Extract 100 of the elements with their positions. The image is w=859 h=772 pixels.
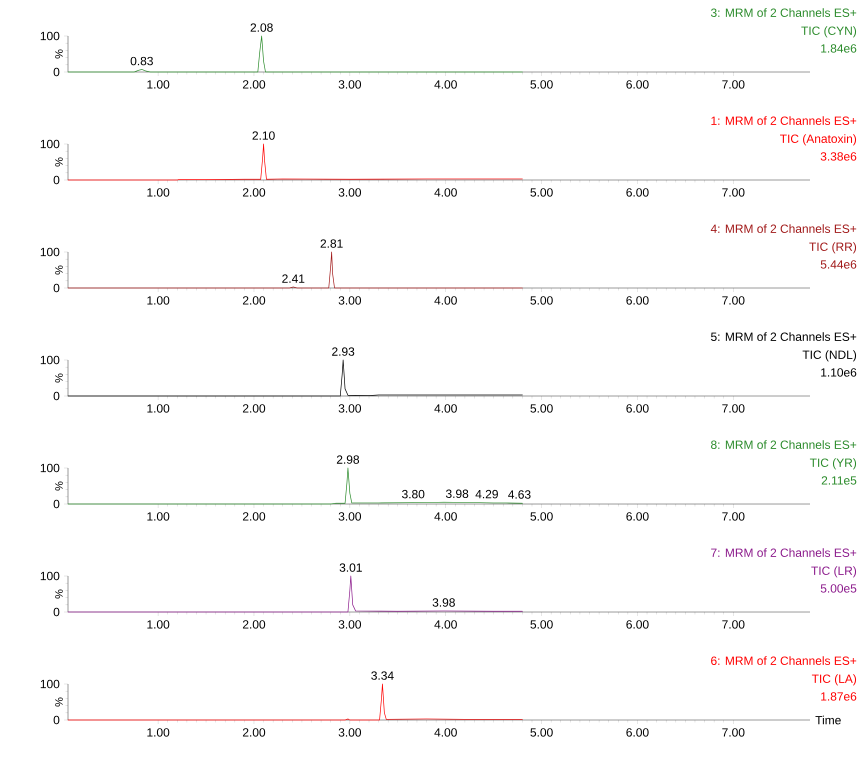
- chart-subtitle: TIC (LR): [811, 566, 856, 578]
- x-tick-label: 5.00: [530, 512, 553, 521]
- x-tick-label: 7.00: [722, 620, 744, 629]
- y-tick-label: 100: [40, 356, 60, 364]
- x-tick-label: 3.00: [338, 80, 362, 89]
- annotation: 4.29: [475, 490, 498, 498]
- text: 5.00e5: [820, 584, 856, 593]
- x-tick-label: 3.00: [338, 620, 362, 629]
- y-axis-title: %: [55, 50, 63, 58]
- y-tick-label: 0: [54, 392, 60, 400]
- y-tick-label: 0: [54, 284, 60, 292]
- line-series: [68, 684, 523, 720]
- x-tick-label: 3.00: [338, 296, 362, 305]
- chart-subtitle: TIC (NDL): [802, 350, 856, 362]
- y-tick-label: 100: [40, 248, 60, 256]
- text: 1.87e6: [821, 692, 856, 701]
- y-axis-title: %: [55, 158, 63, 166]
- annotation: 2.10: [252, 131, 275, 140]
- x-tick-label: 7.00: [722, 188, 744, 197]
- chart-subtitle: TIC (Anatoxin): [780, 134, 856, 146]
- text: 3.38e6: [820, 152, 856, 161]
- line-series: [68, 576, 523, 612]
- y-axis-title: %: [55, 266, 63, 274]
- text: TIC (LA): [812, 674, 856, 686]
- x-tick-label: 2.00: [242, 728, 266, 737]
- x-tick-label: 5.00: [530, 188, 553, 197]
- text: 5.44e6: [820, 260, 856, 269]
- x-tick-label: 5.00: [530, 80, 553, 89]
- line-series: [68, 36, 523, 72]
- y-tick-label: 0: [54, 176, 60, 184]
- annotation: 3.01: [340, 563, 362, 572]
- annotation: 3.98: [446, 490, 468, 498]
- chart-title: 7: MRM of 2 Channels ES+: [711, 548, 856, 557]
- x-tick-label: 4.00: [434, 728, 457, 737]
- chart-title: 4: MRM of 2 Channels ES+: [710, 224, 856, 233]
- x-tick-label: 6.00: [626, 512, 649, 521]
- x-tick-label: 1.00: [147, 188, 170, 197]
- y-tick-label: 100: [40, 140, 60, 148]
- x-tick-label: 1.00: [147, 80, 170, 89]
- annotation: 2.41: [282, 274, 304, 283]
- x-tick-label: 7.00: [722, 512, 744, 521]
- text: 2.11e5: [822, 476, 856, 485]
- y-tick-label: 0: [54, 68, 60, 76]
- x-tick-label: 5.00: [530, 620, 553, 629]
- x-tick-label: 4.00: [434, 404, 457, 413]
- x-tick-label: 4.00: [434, 296, 457, 305]
- y-axis-title: %: [55, 698, 63, 706]
- x-tick-label: 1.00: [147, 512, 170, 521]
- x-tick-label: 7.00: [722, 296, 744, 305]
- line-series: [68, 252, 523, 288]
- annotation: 3.98: [432, 598, 455, 607]
- y-tick-label: 100: [40, 572, 60, 580]
- x-tick-label: 6.00: [626, 728, 649, 737]
- x-tick-label: 2.00: [242, 512, 266, 521]
- text: 1.84e6: [821, 44, 856, 53]
- y-tick-label: 100: [40, 32, 60, 40]
- chart-subtitle: TIC (RR): [809, 242, 856, 254]
- x-tick-label: 5.00: [530, 728, 553, 737]
- x-tick-label: 6.00: [626, 188, 649, 197]
- annotation: 2.93: [332, 347, 354, 356]
- x-tick-label: 4.00: [434, 620, 457, 629]
- chart-title: 6: MRM of 2 Channels ES+: [711, 656, 856, 665]
- x-tick-label: 3.00: [338, 728, 362, 737]
- annotation: 4.63: [508, 490, 531, 499]
- x-tick-label: 2.00: [242, 296, 266, 305]
- x-axis-title: Time: [815, 716, 841, 724]
- chart-subtitle: TIC (YR): [810, 458, 856, 470]
- x-tick-label: 4.00: [434, 80, 457, 89]
- x-tick-label: 5.00: [530, 296, 553, 305]
- y-axis-title: %: [55, 374, 63, 382]
- text: 1.10e6: [821, 368, 856, 377]
- x-tick-label: 4.00: [434, 512, 457, 521]
- chart-subtitle: TIC (CYN): [801, 26, 856, 38]
- chart-title: 8: MRM of 2 Channels ES+: [711, 440, 856, 449]
- x-tick-label: 1.00: [147, 728, 170, 737]
- chart-title: 1: MRM of 2 Channels ES+: [711, 116, 856, 125]
- y-tick-label: 0: [54, 608, 60, 616]
- annotation: 2.98: [336, 455, 360, 464]
- x-tick-label: 6.00: [626, 296, 649, 305]
- x-tick-label: 7.00: [722, 728, 744, 737]
- x-tick-label: 6.00: [626, 80, 649, 89]
- x-tick-label: 6.00: [626, 620, 649, 629]
- x-tick-label: 6.00: [626, 404, 649, 413]
- chart-title: 3: MRM of 2 Channels ES+: [710, 8, 856, 17]
- y-tick-label: 0: [54, 716, 60, 724]
- y-axis-title: %: [55, 482, 63, 490]
- annotation: 2.08: [250, 23, 273, 32]
- x-tick-label: 1.00: [147, 620, 170, 629]
- y-tick-label: 100: [40, 464, 60, 472]
- x-tick-label: 4.00: [434, 188, 457, 197]
- x-tick-label: 7.00: [722, 80, 744, 89]
- chart-title: 5: MRM of 2 Channels ES+: [710, 332, 856, 341]
- x-tick-label: 1.00: [147, 404, 170, 413]
- x-tick-label: 7.00: [722, 404, 744, 413]
- x-tick-label: 1.00: [147, 296, 170, 305]
- annotation: 3.34: [371, 671, 394, 680]
- x-tick-label: 5.00: [530, 404, 553, 413]
- y-tick-label: 0: [54, 500, 60, 508]
- x-tick-label: 2.00: [242, 404, 266, 413]
- x-tick-label: 3.00: [338, 512, 362, 521]
